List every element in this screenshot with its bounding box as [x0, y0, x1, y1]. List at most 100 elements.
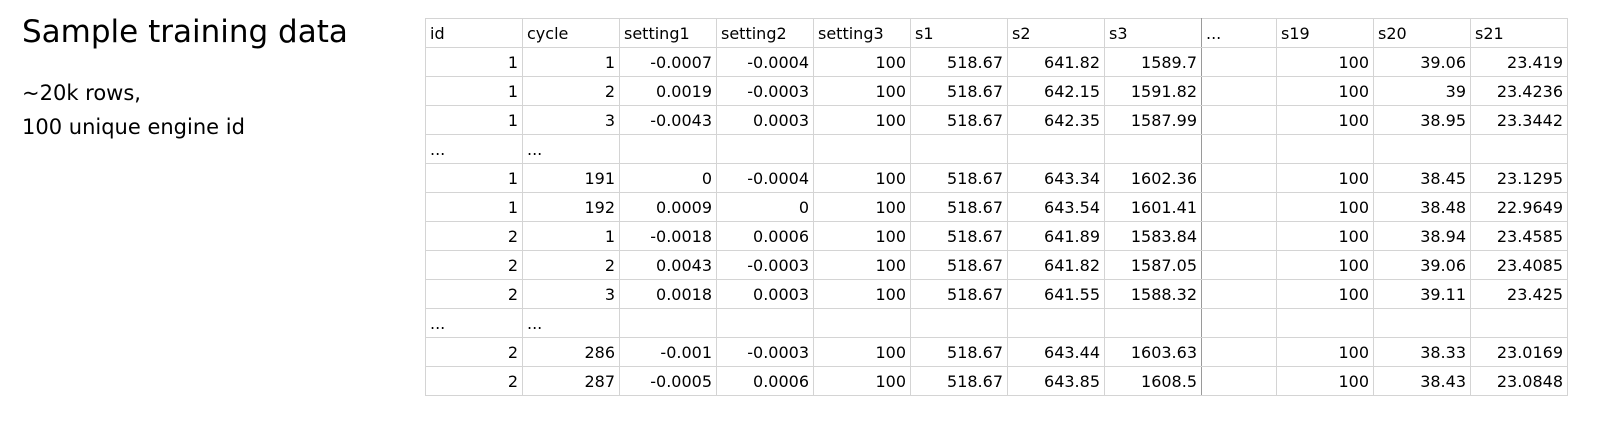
table-cell-setting1[interactable] [619, 134, 717, 164]
column-header-setting3[interactable]: setting3 [813, 18, 911, 48]
column-header-s3[interactable]: s3 [1104, 18, 1202, 48]
table-cell-id[interactable]: 1 [425, 47, 523, 77]
table-cell-ellipsis[interactable] [1201, 105, 1277, 135]
table-cell-s1[interactable]: 518.67 [910, 163, 1008, 193]
table-cell-s19[interactable]: 100 [1276, 221, 1374, 251]
table-cell-s3[interactable]: 1588.32 [1104, 279, 1202, 309]
table-cell-setting2[interactable]: 0.0006 [716, 221, 814, 251]
table-cell-s19[interactable]: 100 [1276, 76, 1374, 106]
table-cell-s21[interactable]: 23.425 [1470, 279, 1568, 309]
table-cell-cycle[interactable]: ... [522, 134, 620, 164]
table-cell-s19[interactable]: 100 [1276, 47, 1374, 77]
table-cell-setting3[interactable]: 100 [813, 47, 911, 77]
table-cell-s20[interactable]: 38.95 [1373, 105, 1471, 135]
table-cell-s1[interactable]: 518.67 [910, 192, 1008, 222]
table-cell-ellipsis[interactable] [1201, 47, 1277, 77]
table-cell-setting1[interactable]: -0.001 [619, 337, 717, 367]
table-cell-setting2[interactable]: 0.0006 [716, 366, 814, 396]
table-cell-setting3[interactable] [813, 308, 911, 338]
table-cell-cycle[interactable]: 3 [522, 105, 620, 135]
table-cell-s3[interactable]: 1587.05 [1104, 250, 1202, 280]
table-cell-cycle[interactable]: 2 [522, 250, 620, 280]
table-cell-s20[interactable]: 38.45 [1373, 163, 1471, 193]
table-cell-s21[interactable]: 23.4585 [1470, 221, 1568, 251]
table-cell-s3[interactable]: 1603.63 [1104, 337, 1202, 367]
table-cell-setting3[interactable]: 100 [813, 337, 911, 367]
table-cell-setting3[interactable]: 100 [813, 76, 911, 106]
table-cell-s21[interactable] [1470, 308, 1568, 338]
table-cell-s1[interactable]: 518.67 [910, 105, 1008, 135]
table-cell-setting2[interactable]: -0.0003 [716, 76, 814, 106]
column-header-cycle[interactable]: cycle [522, 18, 620, 48]
table-cell-cycle[interactable]: 1 [522, 47, 620, 77]
table-cell-s19[interactable] [1276, 308, 1374, 338]
table-cell-s21[interactable]: 23.0848 [1470, 366, 1568, 396]
column-header-s20[interactable]: s20 [1373, 18, 1471, 48]
table-cell-id[interactable]: 1 [425, 192, 523, 222]
table-cell-ellipsis[interactable] [1201, 366, 1277, 396]
table-cell-setting1[interactable]: 0.0018 [619, 279, 717, 309]
table-cell-ellipsis[interactable] [1201, 134, 1277, 164]
table-cell-s21[interactable]: 23.4085 [1470, 250, 1568, 280]
column-header-s1[interactable]: s1 [910, 18, 1008, 48]
table-cell-s3[interactable]: 1601.41 [1104, 192, 1202, 222]
table-cell-s20[interactable]: 39.06 [1373, 250, 1471, 280]
table-cell-id[interactable]: ... [425, 134, 523, 164]
table-cell-ellipsis[interactable] [1201, 250, 1277, 280]
table-cell-s20[interactable]: 39 [1373, 76, 1471, 106]
table-cell-cycle[interactable]: ... [522, 308, 620, 338]
table-cell-setting1[interactable]: 0.0043 [619, 250, 717, 280]
table-cell-setting2[interactable]: 0 [716, 192, 814, 222]
table-cell-s2[interactable]: 643.44 [1007, 337, 1105, 367]
table-cell-ellipsis[interactable] [1201, 337, 1277, 367]
table-cell-setting1[interactable]: -0.0005 [619, 366, 717, 396]
table-cell-s19[interactable]: 100 [1276, 250, 1374, 280]
table-cell-s21[interactable]: 22.9649 [1470, 192, 1568, 222]
table-cell-s19[interactable]: 100 [1276, 163, 1374, 193]
table-cell-setting3[interactable]: 100 [813, 366, 911, 396]
table-cell-setting2[interactable]: 0.0003 [716, 105, 814, 135]
table-cell-id[interactable]: 1 [425, 76, 523, 106]
table-cell-s1[interactable]: 518.67 [910, 279, 1008, 309]
table-cell-setting1[interactable]: 0 [619, 163, 717, 193]
table-cell-id[interactable]: 2 [425, 366, 523, 396]
table-cell-s2[interactable]: 641.82 [1007, 47, 1105, 77]
table-cell-setting3[interactable]: 100 [813, 163, 911, 193]
table-cell-id[interactable]: ... [425, 308, 523, 338]
table-cell-id[interactable]: 2 [425, 337, 523, 367]
table-cell-setting2[interactable]: -0.0003 [716, 250, 814, 280]
table-cell-s20[interactable]: 38.94 [1373, 221, 1471, 251]
table-cell-setting3[interactable] [813, 134, 911, 164]
table-cell-cycle[interactable]: 191 [522, 163, 620, 193]
table-cell-setting3[interactable]: 100 [813, 105, 911, 135]
table-cell-s2[interactable]: 641.55 [1007, 279, 1105, 309]
table-cell-s19[interactable]: 100 [1276, 192, 1374, 222]
table-cell-setting3[interactable]: 100 [813, 221, 911, 251]
column-header-s21[interactable]: s21 [1470, 18, 1568, 48]
table-cell-s1[interactable]: 518.67 [910, 366, 1008, 396]
table-cell-s2[interactable]: 642.35 [1007, 105, 1105, 135]
table-cell-ellipsis[interactable] [1201, 76, 1277, 106]
table-cell-s19[interactable]: 100 [1276, 366, 1374, 396]
column-header-s2[interactable]: s2 [1007, 18, 1105, 48]
table-cell-s1[interactable]: 518.67 [910, 221, 1008, 251]
table-cell-s3[interactable]: 1589.7 [1104, 47, 1202, 77]
table-cell-s3[interactable]: 1608.5 [1104, 366, 1202, 396]
table-cell-setting2[interactable]: -0.0004 [716, 163, 814, 193]
table-cell-id[interactable]: 1 [425, 105, 523, 135]
table-cell-s3[interactable]: 1583.84 [1104, 221, 1202, 251]
column-header-setting1[interactable]: setting1 [619, 18, 717, 48]
table-cell-s21[interactable]: 23.1295 [1470, 163, 1568, 193]
table-cell-s1[interactable] [910, 308, 1008, 338]
table-cell-id[interactable]: 2 [425, 250, 523, 280]
table-cell-s2[interactable]: 643.85 [1007, 366, 1105, 396]
table-cell-s2[interactable]: 641.82 [1007, 250, 1105, 280]
table-cell-setting1[interactable]: 0.0009 [619, 192, 717, 222]
column-header-ellipsis[interactable]: ... [1201, 18, 1277, 48]
table-cell-s3[interactable]: 1602.36 [1104, 163, 1202, 193]
table-cell-cycle[interactable]: 286 [522, 337, 620, 367]
table-cell-s20[interactable] [1373, 134, 1471, 164]
table-cell-s1[interactable]: 518.67 [910, 76, 1008, 106]
table-cell-s1[interactable]: 518.67 [910, 337, 1008, 367]
table-cell-setting1[interactable]: -0.0007 [619, 47, 717, 77]
